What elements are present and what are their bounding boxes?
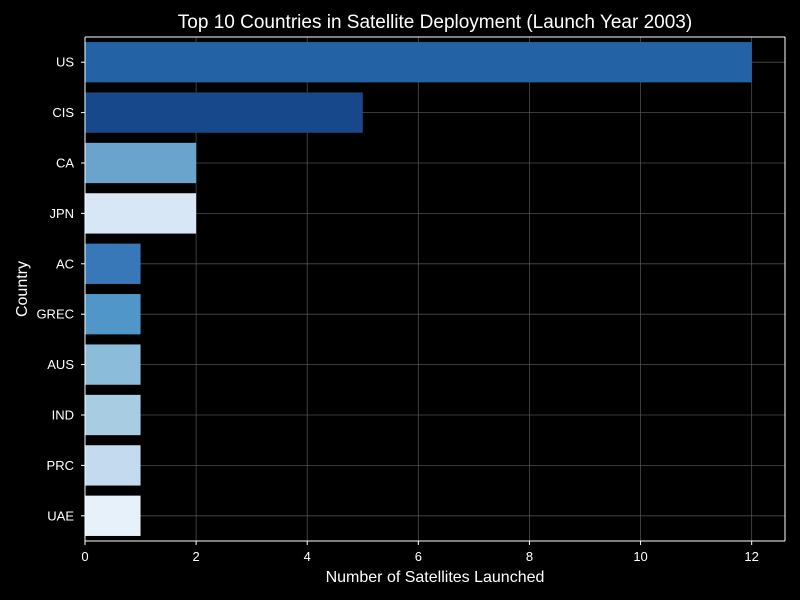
y-tick-label: US — [56, 55, 74, 70]
x-tick-label: 2 — [192, 549, 199, 564]
y-tick-label: CIS — [52, 105, 74, 120]
bar-us — [85, 42, 752, 83]
y-tick-label: GREC — [36, 307, 74, 322]
bar-ca — [85, 142, 197, 184]
y-tick-label: CA — [56, 156, 74, 171]
y-tick-labels: US CIS CA JPN AC GREC AUS IND PRC UAE — [36, 55, 85, 523]
x-tick-label: 8 — [526, 549, 533, 564]
x-tick-label: 12 — [744, 549, 758, 564]
bar-prc — [85, 445, 141, 486]
x-tick-label: 4 — [304, 549, 311, 564]
y-tick-label: AC — [56, 256, 74, 271]
bar-uae — [85, 495, 141, 536]
bar-ind — [85, 394, 141, 436]
y-axis-label: Country — [14, 261, 31, 317]
x-tick-labels: 0 2 4 6 8 10 12 — [81, 541, 759, 564]
y-tick-label: PRC — [47, 458, 74, 473]
bar-grec — [85, 294, 141, 335]
bars — [85, 42, 752, 536]
x-tick-label: 6 — [415, 549, 422, 564]
chart-title: Top 10 Countries in Satellite Deployment… — [178, 12, 692, 33]
bar-jpn — [85, 193, 197, 234]
axes — [84, 36, 786, 542]
y-tick-label: AUS — [47, 357, 74, 372]
y-tick-label: UAE — [47, 508, 74, 523]
grid-lines — [84, 37, 785, 541]
bar-aus — [85, 344, 141, 385]
x-axis-label: Number of Satellites Launched — [326, 569, 545, 586]
bar-cis — [85, 92, 363, 133]
x-tick-label: 0 — [81, 549, 88, 564]
x-tick-label: 10 — [633, 549, 647, 564]
y-tick-label: JPN — [49, 206, 74, 221]
bar-ac — [85, 243, 141, 284]
y-tick-label: IND — [52, 408, 74, 423]
